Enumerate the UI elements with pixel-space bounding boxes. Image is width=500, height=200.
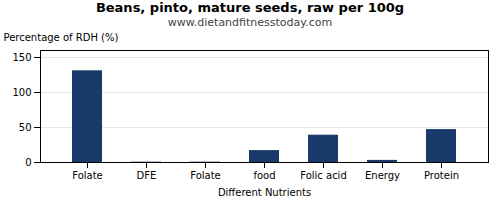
svg-text:food: food bbox=[253, 170, 275, 181]
svg-text:Energy: Energy bbox=[365, 170, 400, 181]
svg-text:Percentage of RDH (%): Percentage of RDH (%) bbox=[4, 32, 119, 43]
svg-text:Folate: Folate bbox=[72, 170, 103, 181]
html-text:Beans, pinto, mature seeds, ra: Beans, pinto, mature seeds, raw per 100g bbox=[95, 0, 405, 15]
svg-text:Protein: Protein bbox=[424, 170, 459, 181]
svg-text:0: 0 bbox=[25, 157, 31, 168]
svg-text:Different Nutrients: Different Nutrients bbox=[218, 187, 311, 198]
svg-text:100: 100 bbox=[12, 87, 31, 98]
svg-text:DFE: DFE bbox=[137, 170, 157, 181]
svg-text:Folate: Folate bbox=[190, 170, 221, 181]
svg-text:50: 50 bbox=[19, 122, 32, 133]
svg-text:Folic acid: Folic acid bbox=[300, 170, 347, 181]
html-text:www.dietandfitnesstoday.com: www.dietandfitnesstoday.com bbox=[167, 16, 333, 29]
svg-text:150: 150 bbox=[12, 52, 31, 63]
